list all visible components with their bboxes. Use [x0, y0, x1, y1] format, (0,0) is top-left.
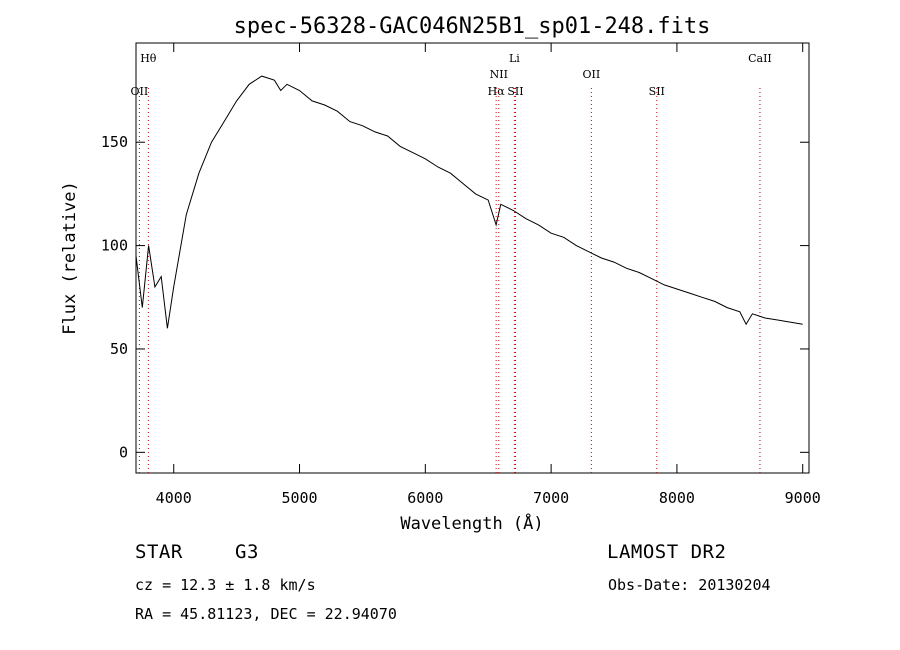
plot-frame: [135, 42, 810, 474]
observation-date: Obs-Date: 20130204: [608, 576, 771, 594]
survey-name: LAMOST DR2: [607, 541, 727, 563]
object-class: STAR: [135, 541, 183, 563]
object-subclass: G3: [235, 541, 259, 563]
x-tick-label: 5000: [281, 489, 317, 507]
x-tick-label: 6000: [407, 489, 443, 507]
x-axis: 4000 5000 6000 7000 8000 9000: [156, 43, 821, 507]
flux-series-line: [135, 75, 803, 329]
line-marker-label: OII: [131, 85, 149, 98]
spectral-line-markers: Hθ OII Hα NII SII Li OII SII CaII: [131, 52, 772, 473]
line-marker-label: SII: [507, 85, 523, 98]
y-tick-label: 50: [110, 340, 128, 358]
y-axis: 0 50 100 150: [101, 133, 809, 461]
line-marker-label: Hα: [488, 85, 506, 98]
y-tick-label: 100: [101, 237, 128, 255]
line-marker-label: OII: [583, 68, 601, 81]
redshift-value: cz = 12.3 ± 1.8 km/s: [135, 576, 316, 594]
x-tick-label: 7000: [533, 489, 569, 507]
line-marker-label: Hθ: [140, 52, 157, 65]
x-tick-label: 8000: [659, 489, 695, 507]
x-tick-label: 4000: [156, 489, 192, 507]
coordinates: RA = 45.81123, DEC = 22.94070: [135, 605, 397, 623]
line-marker-label: NII: [490, 68, 508, 81]
y-tick-label: 150: [101, 133, 128, 151]
y-tick-label: 0: [119, 443, 128, 461]
line-marker-label: CaII: [748, 52, 772, 65]
line-marker-label: SII: [649, 85, 665, 98]
x-axis-label: Wavelength (Å): [400, 512, 543, 534]
x-tick-label: 9000: [785, 489, 821, 507]
line-marker-label: Li: [509, 52, 520, 65]
chart-title: spec-56328-GAC046N25B1_sp01-248.fits: [234, 14, 711, 39]
y-axis-label: Flux (relative): [60, 181, 80, 335]
